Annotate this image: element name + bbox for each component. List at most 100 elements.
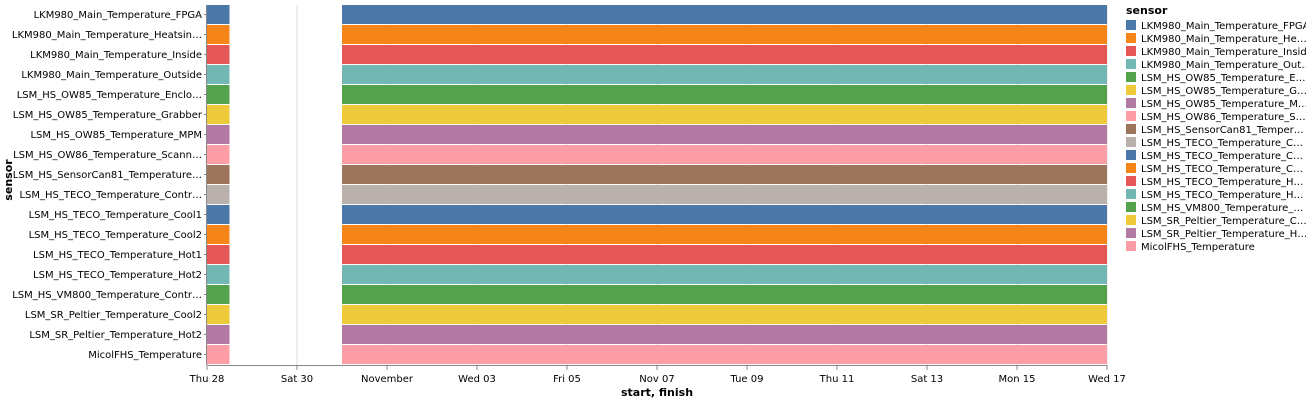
interval-bar (342, 105, 1107, 124)
x-tick-label: Fri 05 (553, 374, 581, 385)
interval-bar (342, 325, 1107, 344)
legend-label: LKM980_Main_Temperature_Inside (1141, 47, 1306, 58)
interval-bar (207, 305, 230, 324)
legend-swatch (1126, 163, 1136, 173)
legend-title: sensor (1126, 4, 1168, 17)
x-tick-label: Sat 13 (911, 374, 943, 385)
interval-bar (207, 165, 230, 184)
legend-label: LKM980_Main_Temperature_FPGA (1141, 21, 1306, 32)
legend-swatch (1126, 59, 1136, 69)
y-tick-label: LKM980_Main_Temperature_Heatsin… (12, 30, 202, 41)
interval-bar (207, 225, 230, 244)
legend-label: LSM_HS_TECO_Temperature_C… (1141, 138, 1303, 149)
interval-bar (342, 25, 1107, 44)
x-tick-label: Thu 28 (189, 374, 225, 385)
legend-label: LSM_HS_TECO_Temperature_H… (1141, 177, 1304, 188)
y-axis: LKM980_Main_Temperature_FPGA LKM980_Main_… (12, 5, 207, 365)
y-tick-label: LKM980_Main_Temperature_Inside (30, 50, 202, 61)
y-tick-label: LSM_HS_OW85_Temperature_Enclo… (17, 90, 202, 101)
interval-bar (342, 45, 1107, 64)
x-tick-label: Wed 17 (1088, 374, 1126, 385)
interval-bar (207, 5, 230, 24)
interval-bar (207, 145, 230, 164)
interval-bar (207, 345, 230, 364)
interval-bar (342, 165, 1107, 184)
x-tick-label: Tue 09 (730, 374, 764, 385)
legend-label: LSM_HS_OW85_Temperature_G… (1141, 86, 1306, 97)
legend: sensor LKM980_Main_Temperature_FPGA LKM98… (1126, 4, 1306, 253)
x-axis-title: start, finish (621, 386, 693, 399)
interval-bar (207, 205, 230, 224)
legend-swatch (1126, 228, 1136, 238)
interval-bars (207, 5, 1107, 364)
interval-bar (207, 265, 230, 284)
legend-swatch (1126, 98, 1136, 108)
legend-swatch (1126, 150, 1136, 160)
y-tick-label: LSM_HS_TECO_Temperature_Cool1 (29, 210, 202, 221)
interval-bar (207, 245, 230, 264)
legend-label: LSM_SR_Peltier_Temperature_C… (1141, 216, 1306, 227)
legend-label: LSM_HS_TECO_Temperature_H… (1141, 190, 1304, 201)
y-tick-label: LKM980_Main_Temperature_Outside (21, 70, 202, 81)
y-tick-label: LSM_SR_Peltier_Temperature_Cool2 (25, 310, 202, 321)
y-tick-label: LSM_HS_OW85_Temperature_Grabber (13, 110, 203, 121)
legend-swatch (1126, 215, 1136, 225)
interval-bar (342, 225, 1107, 244)
legend-label: LSM_HS_TECO_Temperature_C… (1141, 151, 1303, 162)
legend-label: LSM_HS_OW85_Temperature_M… (1141, 99, 1306, 110)
interval-bar (342, 205, 1107, 224)
y-tick-label: LSM_SR_Peltier_Temperature_Hot2 (29, 330, 202, 341)
x-tick-label: Thu 11 (819, 374, 855, 385)
legend-label: LKM980_Main_Temperature_He… (1141, 34, 1306, 45)
interval-bar (207, 285, 230, 304)
legend-swatch (1126, 189, 1136, 199)
y-tick-label: LSM_HS_OW85_Temperature_MPM (30, 130, 202, 141)
y-tick-label: LSM_HS_TECO_Temperature_Contr… (19, 190, 202, 201)
legend-swatch (1126, 46, 1136, 56)
y-tick-label: LSM_HS_VM800_Temperature_Contr… (12, 290, 202, 301)
y-tick-label: LSM_HS_TECO_Temperature_Hot2 (33, 270, 202, 281)
legend-label: LSM_HS_SensorCan81_Temper… (1141, 125, 1304, 136)
interval-bar (342, 65, 1107, 84)
interval-bar (207, 105, 230, 124)
y-axis-title: sensor (2, 159, 15, 201)
y-tick-label: LSM_HS_TECO_Temperature_Hot1 (33, 250, 202, 261)
interval-bar (207, 185, 230, 204)
interval-bar (342, 85, 1107, 104)
legend-swatch (1126, 72, 1136, 82)
interval-bar (342, 265, 1107, 284)
legend-label: LKM980_Main_Temperature_Out… (1141, 60, 1306, 71)
legend-swatch (1126, 202, 1136, 212)
legend-swatch (1126, 241, 1136, 251)
y-tick-label: LKM980_Main_Temperature_FPGA (34, 10, 203, 21)
legend-label: MicolFHS_Temperature (1141, 242, 1255, 253)
y-tick-label: LSM_HS_SensorCan81_Temperature… (13, 170, 202, 181)
interval-bar (207, 25, 230, 44)
legend-label: LSM_HS_OW85_Temperature_E… (1141, 73, 1306, 84)
legend-label: LSM_HS_VM800_Temperature_… (1141, 203, 1303, 214)
legend-swatch (1126, 20, 1136, 30)
x-tick-label: Mon 15 (999, 374, 1036, 385)
x-tick-label: November (361, 374, 414, 385)
y-tick-label: LSM_HS_OW86_Temperature_Scann… (13, 150, 202, 161)
interval-bar (207, 125, 230, 144)
x-tick-label: Sat 30 (281, 374, 313, 385)
legend-label: LSM_SR_Peltier_Temperature_H… (1141, 229, 1306, 240)
interval-bar (342, 285, 1107, 304)
interval-bar (207, 85, 230, 104)
interval-bar (207, 45, 230, 64)
legend-swatch (1126, 176, 1136, 186)
x-tick-label: Wed 03 (458, 374, 496, 385)
legend-swatch (1126, 137, 1136, 147)
legend-label: LSM_HS_TECO_Temperature_C… (1141, 164, 1303, 175)
interval-bar (342, 5, 1107, 24)
legend-swatch (1126, 124, 1136, 134)
interval-bar (342, 185, 1107, 204)
interval-bar (342, 145, 1107, 164)
interval-bar (207, 325, 230, 344)
x-tick-label: Nov 07 (639, 374, 674, 385)
y-tick-label: LSM_HS_TECO_Temperature_Cool2 (29, 230, 202, 241)
interval-bar (207, 65, 230, 84)
legend-label: LSM_HS_OW86_Temperature_S… (1141, 112, 1306, 123)
